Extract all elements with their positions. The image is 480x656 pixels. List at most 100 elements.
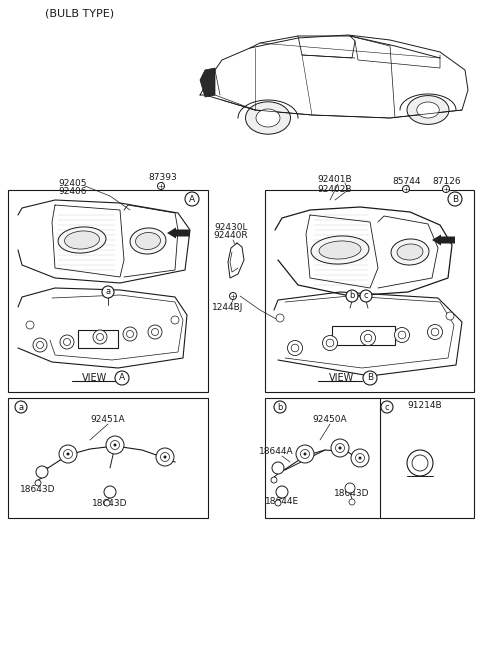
Text: 92402B: 92402B bbox=[318, 184, 352, 194]
Bar bbox=[265, 190, 474, 392]
Circle shape bbox=[349, 499, 355, 505]
Circle shape bbox=[60, 335, 74, 349]
Text: VIEW: VIEW bbox=[329, 373, 355, 383]
Circle shape bbox=[303, 453, 307, 455]
Text: A: A bbox=[119, 373, 125, 382]
Text: 92451A: 92451A bbox=[91, 415, 125, 424]
Circle shape bbox=[395, 327, 409, 342]
Circle shape bbox=[127, 331, 133, 337]
Circle shape bbox=[356, 453, 364, 462]
Circle shape bbox=[272, 462, 284, 474]
Circle shape bbox=[446, 312, 454, 320]
Bar bbox=[8, 190, 208, 392]
Text: 92401B: 92401B bbox=[318, 176, 352, 184]
Text: a: a bbox=[18, 403, 24, 411]
Text: 92440R: 92440R bbox=[214, 232, 248, 241]
Circle shape bbox=[104, 486, 116, 498]
Text: 18644E: 18644E bbox=[265, 497, 299, 506]
Circle shape bbox=[106, 436, 124, 454]
Text: B: B bbox=[367, 373, 373, 382]
Circle shape bbox=[428, 325, 443, 340]
Text: 92405: 92405 bbox=[59, 178, 87, 188]
Text: c: c bbox=[364, 291, 368, 300]
Text: b: b bbox=[349, 291, 355, 300]
Ellipse shape bbox=[319, 241, 361, 259]
Circle shape bbox=[271, 477, 277, 483]
FancyArrow shape bbox=[432, 234, 455, 245]
Ellipse shape bbox=[245, 102, 290, 134]
Circle shape bbox=[59, 445, 77, 463]
Circle shape bbox=[443, 186, 449, 192]
Circle shape bbox=[331, 439, 349, 457]
Ellipse shape bbox=[130, 228, 166, 254]
Circle shape bbox=[171, 316, 179, 324]
Circle shape bbox=[412, 455, 428, 471]
Circle shape bbox=[63, 449, 72, 459]
Circle shape bbox=[300, 449, 310, 459]
Circle shape bbox=[156, 448, 174, 466]
Circle shape bbox=[398, 331, 406, 338]
Circle shape bbox=[152, 329, 158, 335]
Bar bbox=[332, 326, 395, 345]
Circle shape bbox=[123, 327, 137, 341]
Circle shape bbox=[35, 480, 41, 486]
Circle shape bbox=[363, 371, 377, 385]
Circle shape bbox=[96, 333, 104, 340]
Circle shape bbox=[36, 342, 44, 348]
Circle shape bbox=[102, 286, 114, 298]
Ellipse shape bbox=[311, 236, 369, 264]
Circle shape bbox=[157, 182, 165, 190]
Circle shape bbox=[288, 340, 302, 356]
Ellipse shape bbox=[64, 231, 99, 249]
Circle shape bbox=[276, 486, 288, 498]
Text: 1244BJ: 1244BJ bbox=[212, 302, 244, 312]
Bar bbox=[78, 330, 118, 348]
Ellipse shape bbox=[397, 244, 423, 260]
Circle shape bbox=[351, 449, 369, 467]
Circle shape bbox=[407, 450, 433, 476]
Circle shape bbox=[26, 321, 34, 329]
Circle shape bbox=[93, 330, 107, 344]
Circle shape bbox=[274, 401, 286, 413]
Ellipse shape bbox=[417, 102, 439, 118]
Text: 92430L: 92430L bbox=[214, 222, 248, 232]
Text: 18643D: 18643D bbox=[20, 485, 56, 495]
Circle shape bbox=[160, 453, 169, 462]
Circle shape bbox=[275, 500, 281, 506]
Circle shape bbox=[110, 440, 120, 449]
Circle shape bbox=[359, 457, 361, 459]
Circle shape bbox=[229, 293, 237, 300]
Circle shape bbox=[323, 335, 337, 350]
Text: c: c bbox=[384, 403, 389, 411]
Text: 18643D: 18643D bbox=[92, 499, 128, 508]
Circle shape bbox=[104, 500, 110, 506]
Circle shape bbox=[36, 466, 48, 478]
Circle shape bbox=[364, 334, 372, 342]
Circle shape bbox=[164, 455, 167, 459]
Text: 92406: 92406 bbox=[59, 186, 87, 195]
Circle shape bbox=[338, 447, 341, 449]
Polygon shape bbox=[200, 68, 215, 97]
Text: a: a bbox=[106, 287, 110, 297]
Circle shape bbox=[291, 344, 299, 352]
Ellipse shape bbox=[256, 109, 280, 127]
Ellipse shape bbox=[391, 239, 429, 265]
Circle shape bbox=[381, 401, 393, 413]
Circle shape bbox=[326, 339, 334, 347]
Text: B: B bbox=[452, 194, 458, 203]
FancyArrow shape bbox=[167, 228, 190, 239]
Circle shape bbox=[115, 371, 129, 385]
Circle shape bbox=[431, 328, 439, 336]
Bar bbox=[265, 398, 474, 518]
Text: VIEW: VIEW bbox=[83, 373, 108, 383]
Circle shape bbox=[63, 338, 71, 346]
Circle shape bbox=[276, 314, 284, 322]
Bar bbox=[8, 398, 208, 518]
Circle shape bbox=[403, 186, 409, 192]
Circle shape bbox=[33, 338, 47, 352]
Circle shape bbox=[360, 331, 375, 346]
Text: 85744: 85744 bbox=[393, 176, 421, 186]
Ellipse shape bbox=[135, 232, 160, 249]
Circle shape bbox=[148, 325, 162, 339]
Circle shape bbox=[185, 192, 199, 206]
